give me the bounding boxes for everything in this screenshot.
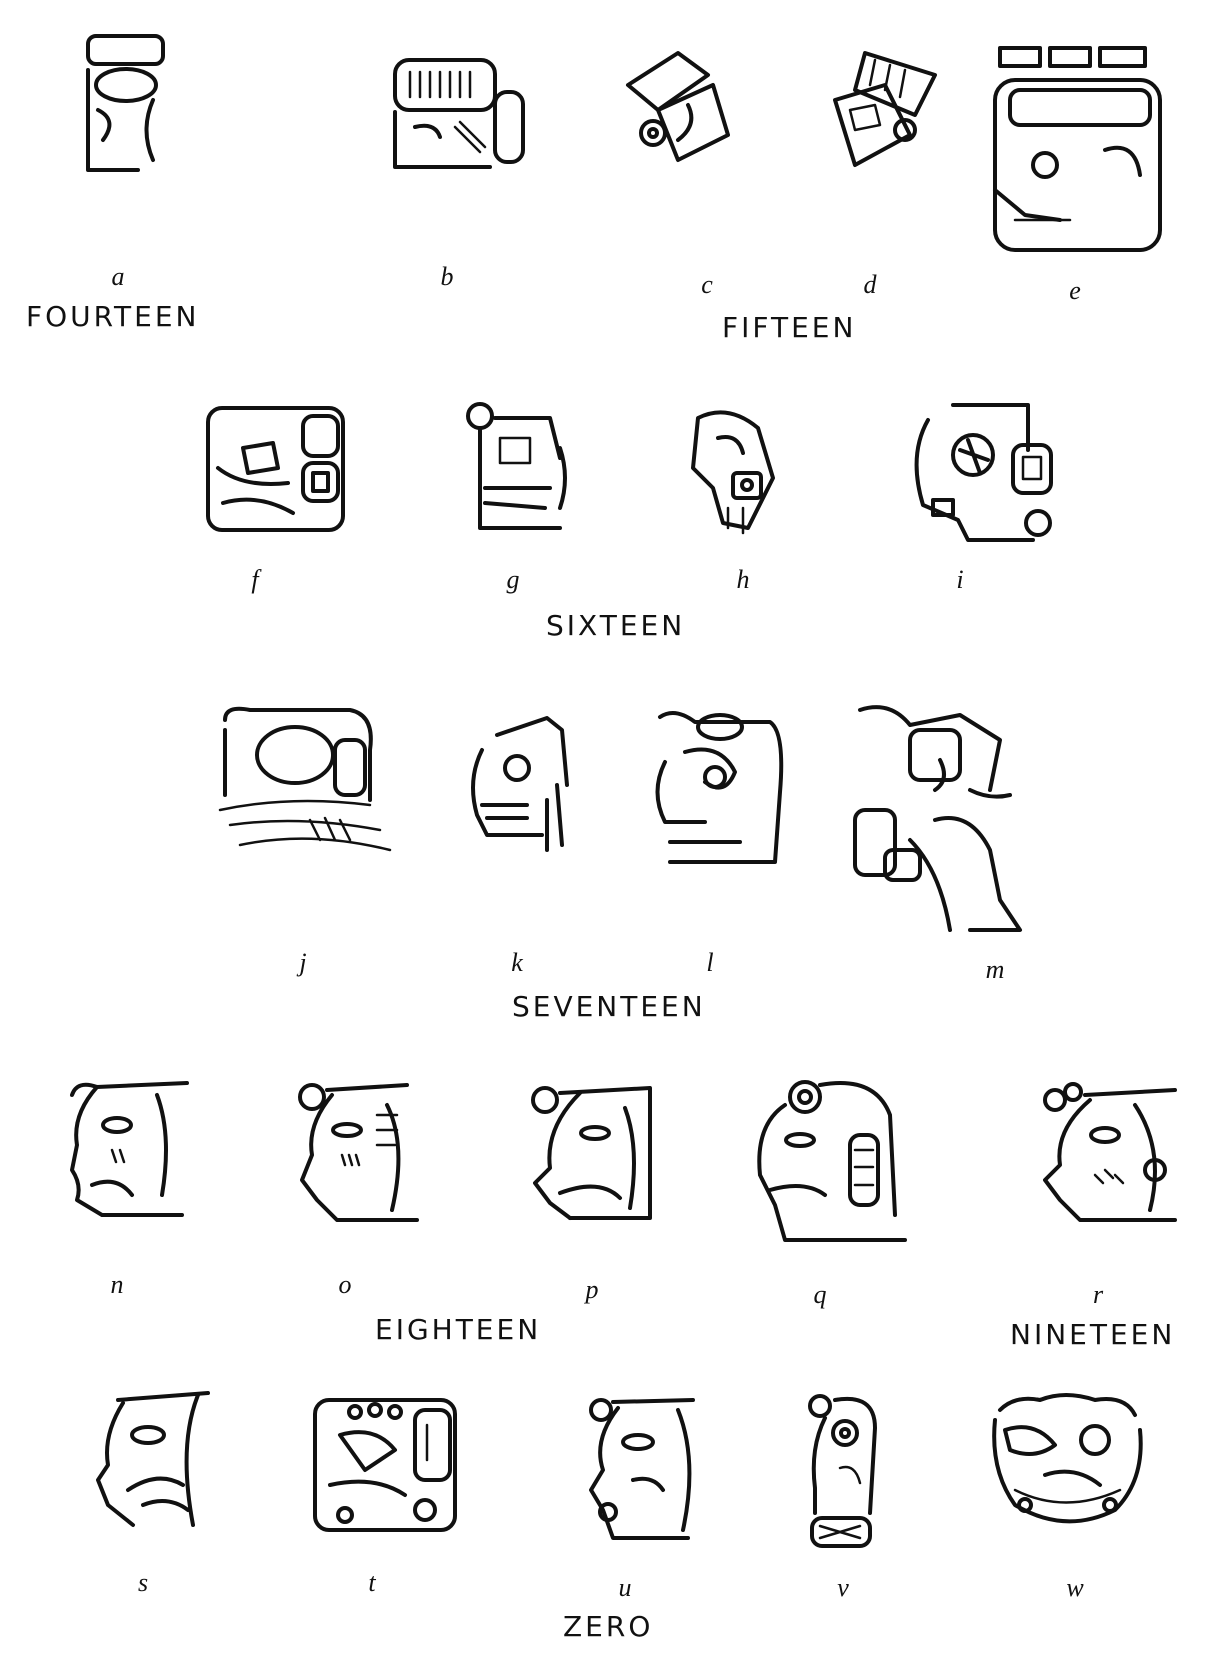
caption-seventeen: SEVENTEEN [512, 990, 706, 1023]
label-o: o [338, 1270, 352, 1299]
glyph-q [745, 1075, 915, 1245]
label-d: d [863, 270, 877, 299]
caption-sixteen: SIXTEEN [546, 609, 686, 642]
glyph-c [618, 45, 740, 170]
label-e: e [1069, 276, 1081, 305]
glyph-w [985, 1390, 1150, 1535]
label-t: t [368, 1568, 376, 1597]
label-a: a [111, 262, 125, 291]
caption-fourteen: FOURTEEN [26, 300, 200, 333]
label-v: v [837, 1573, 849, 1602]
label-f: f [251, 565, 259, 594]
glyph-l [645, 702, 790, 872]
glyph-i [898, 395, 1063, 550]
glyph-f [198, 398, 353, 538]
caption-eighteen: EIGHTEEN [375, 1313, 542, 1346]
glyph-n [62, 1075, 197, 1220]
label-h: h [736, 565, 750, 594]
glyph-b [385, 42, 530, 177]
glyph-s [88, 1385, 223, 1530]
glyph-p [520, 1078, 660, 1226]
glyph-h [678, 398, 790, 543]
label-s: s [137, 1568, 149, 1597]
label-g: g [506, 565, 520, 594]
glyph-a [78, 30, 178, 175]
label-i: i [956, 565, 964, 594]
label-q: q [813, 1280, 827, 1309]
label-l: l [706, 948, 714, 977]
glyph-j [210, 700, 408, 860]
label-n: n [110, 1270, 124, 1299]
glyph-m [840, 700, 1030, 940]
caption-nineteen: NINETEEN [1010, 1318, 1176, 1351]
glyph-r [1035, 1080, 1185, 1230]
glyph-o [287, 1075, 427, 1225]
caption-fifteen: FIFTEEN [722, 311, 857, 344]
glyph-g [460, 398, 572, 538]
glyph-k [462, 710, 584, 855]
glyph-e [985, 40, 1170, 260]
glyph-u [583, 1390, 703, 1545]
label-j: j [299, 948, 307, 977]
label-u: u [618, 1573, 632, 1602]
label-r: r [1092, 1280, 1104, 1309]
label-k: k [511, 948, 523, 977]
glyph-d [815, 45, 945, 175]
label-p: p [585, 1275, 599, 1304]
label-w: w [1066, 1573, 1084, 1602]
glyph-t [305, 1390, 465, 1540]
label-b: b [440, 262, 454, 291]
label-m: m [985, 955, 1005, 984]
label-c: c [701, 270, 713, 299]
caption-zero: ZERO [563, 1610, 654, 1643]
glyph-v [800, 1388, 885, 1553]
